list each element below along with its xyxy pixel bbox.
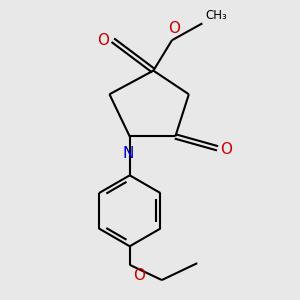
Text: CH₃: CH₃ — [206, 9, 227, 22]
Text: O: O — [97, 33, 109, 48]
Text: O: O — [220, 142, 232, 158]
Text: N: N — [122, 146, 134, 161]
Text: O: O — [133, 268, 145, 283]
Text: O: O — [168, 21, 180, 36]
